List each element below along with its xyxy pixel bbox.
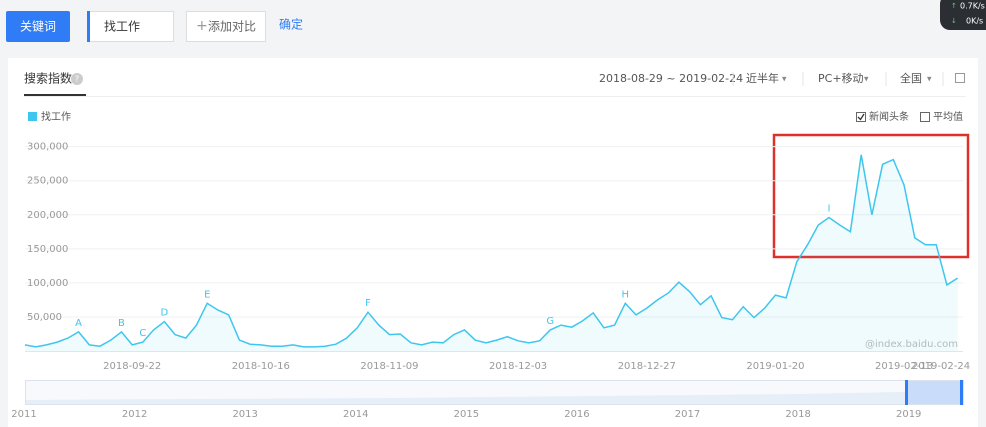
add-compare-button[interactable] — [186, 11, 266, 42]
dropdown-arrow: ▾ — [864, 75, 869, 85]
navigator-handle[interactable] — [960, 380, 963, 405]
year-label: 2014 — [343, 409, 368, 420]
download-speed: 0K/s — [966, 17, 983, 26]
x-tick-label: 2019-02-13 — [875, 361, 933, 372]
network-widget — [940, 0, 986, 30]
annotation: B — [118, 318, 125, 329]
y-tick-label: 300,000 — [27, 142, 68, 153]
checkbox-group: 新闻头条 平均值 — [856, 110, 963, 123]
keyword-button[interactable] — [6, 11, 70, 42]
checkbox[interactable] — [920, 112, 930, 122]
year-label: 2011 — [11, 409, 36, 420]
x-tick-label: 2019-02-24 — [912, 361, 970, 372]
annotation: I — [828, 203, 831, 214]
annotation: F — [365, 298, 371, 309]
annotation: D — [161, 308, 169, 319]
navigator-selection[interactable] — [906, 381, 963, 404]
highlight-box — [772, 133, 970, 259]
x-tick-label: 2018-12-27 — [618, 361, 676, 372]
device-select[interactable]: PC+移动 — [818, 72, 864, 85]
x-tick-label: 2019-01-20 — [746, 361, 804, 372]
checkmark — [857, 113, 865, 121]
watermark: @index.baidu.com — [865, 339, 958, 350]
year-label: 2012 — [122, 409, 147, 420]
help-icon[interactable] — [71, 73, 83, 85]
x-tick-label: 2018-11-09 — [360, 361, 418, 372]
navigator-handle[interactable] — [905, 380, 908, 405]
export-icon[interactable] — [955, 73, 965, 83]
annotation: H — [622, 289, 630, 300]
confirm-link[interactable]: 确定 — [279, 17, 303, 32]
navigator-years: 2011 2012 2013 2014 2015 2016 2017 2018 2019 — [11, 409, 921, 420]
dropdown-arrow: ▾ — [782, 75, 787, 85]
search-term[interactable]: 找工作 — [104, 20, 140, 34]
checkbox-label[interactable]: 新闻头条 — [869, 110, 909, 123]
y-tick-label: 100,000 — [27, 278, 68, 289]
annotation: G — [546, 316, 554, 327]
input-accent — [87, 11, 90, 42]
up-arrow: ↑ — [951, 2, 957, 10]
add-compare-label[interactable]: 添加对比 — [208, 20, 256, 34]
y-tick-label: 250,000 — [27, 176, 68, 187]
keyword-button-label[interactable]: 关键词 — [20, 20, 56, 34]
search-input[interactable] — [87, 11, 174, 42]
date-range[interactable]: 2018-08-29 ~ 2019-02-24 — [599, 72, 743, 85]
x-tick-label: 2018-09-22 — [103, 361, 161, 372]
series-line — [24, 154, 959, 348]
year-label: 2018 — [785, 409, 810, 420]
panel — [8, 58, 978, 427]
year-label: 2019 — [896, 409, 921, 420]
upload-speed: 0.7K/s — [960, 2, 985, 11]
y-tick-label: 50,000 — [27, 312, 62, 323]
y-tick-label: 200,000 — [27, 210, 68, 221]
period-select[interactable]: 近半年 — [746, 71, 779, 85]
legend-label[interactable]: 找工作 — [41, 110, 71, 123]
x-tick-label: 2018-10-16 — [232, 361, 290, 372]
panel-tab[interactable]: 搜索指数 — [24, 71, 72, 86]
y-tick-label: 150,000 — [27, 244, 68, 255]
annotation: C — [139, 328, 146, 339]
region-select[interactable]: 全国 — [900, 71, 922, 85]
navigator-overview — [26, 388, 962, 404]
dropdown-arrow: ▾ — [927, 75, 932, 85]
checkbox-label[interactable]: 平均值 — [933, 110, 963, 123]
year-label: 2016 — [564, 409, 589, 420]
annotation: E — [204, 289, 210, 300]
checkbox[interactable] — [856, 112, 866, 122]
help-icon-mark: ? — [75, 75, 79, 84]
legend-swatch — [28, 112, 37, 121]
annotation: A — [75, 318, 82, 329]
year-label: 2015 — [454, 409, 479, 420]
down-arrow: ↓ — [951, 17, 957, 25]
x-tick-label: 2018-12-03 — [489, 361, 547, 372]
year-label: 2017 — [675, 409, 700, 420]
plus-icon: + — [196, 18, 208, 34]
year-label: 2013 — [232, 409, 257, 420]
